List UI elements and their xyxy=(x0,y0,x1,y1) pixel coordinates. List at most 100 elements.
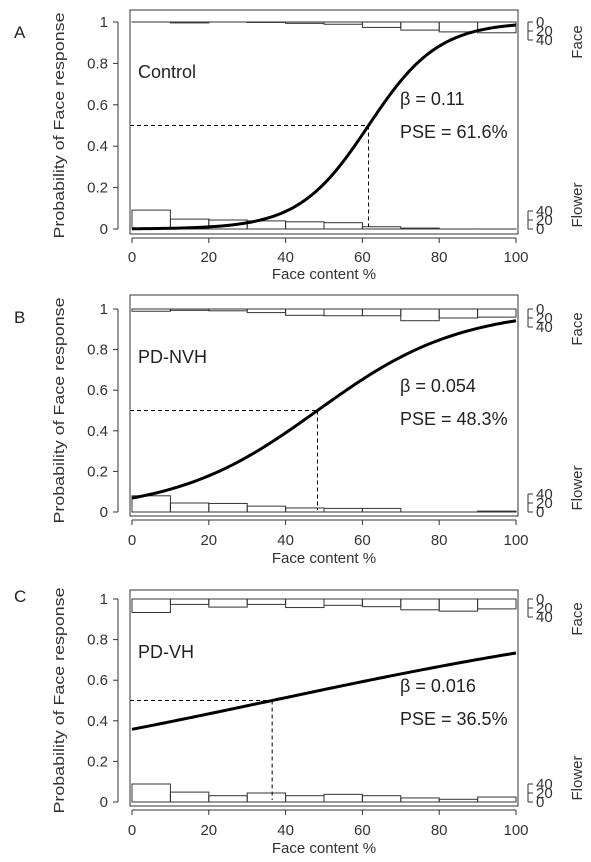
plot-frame xyxy=(129,9,519,235)
face-count-tick-label: 40 xyxy=(536,319,553,336)
flower-hist-bar xyxy=(131,209,171,230)
face-hist-bar xyxy=(208,308,248,312)
face-hist-bar xyxy=(438,21,479,33)
x-axis-label: Face content % xyxy=(272,840,376,857)
face-hist-bar xyxy=(131,308,171,312)
flower-count-tick-label: 40 xyxy=(536,203,553,220)
y-tick-label: 0.4 xyxy=(87,713,108,730)
face-count-label: Face xyxy=(569,312,586,345)
x-tick-label: 40 xyxy=(277,249,294,266)
x-tick-label: 0 xyxy=(128,822,136,839)
flower-count-tick-label: 40 xyxy=(536,776,553,793)
flower-hist-bar xyxy=(169,791,210,803)
flower-hist-bar xyxy=(208,795,248,803)
flower-count-tick-label: 20 xyxy=(536,212,553,229)
x-tick-label: 40 xyxy=(277,822,294,839)
beta-label: β = 0.11 xyxy=(400,89,465,109)
flower-hist-bar xyxy=(400,797,440,803)
face-hist-bar xyxy=(477,308,517,318)
flower-count-label: Flower xyxy=(569,182,586,227)
face-hist-bar xyxy=(477,598,517,610)
y-tick-label: 0.2 xyxy=(87,180,108,197)
face-hist-bar xyxy=(477,21,517,34)
flower-count-tick-label: 20 xyxy=(536,495,553,512)
flower-count-tick-label: 0 xyxy=(536,504,544,521)
flower-hist-bar xyxy=(246,792,287,803)
x-tick-label: 60 xyxy=(354,249,371,266)
fit-curve xyxy=(131,319,517,500)
face-hist-bar xyxy=(169,598,210,605)
x-tick-label: 80 xyxy=(431,249,448,266)
flower-count-tick-label: 40 xyxy=(536,486,553,503)
face-hist-bar xyxy=(285,308,325,316)
face-hist-bar xyxy=(361,598,402,608)
flower-hist-bar xyxy=(285,795,325,803)
flower-hist-bar xyxy=(438,798,479,803)
face-count-tick-label: 40 xyxy=(536,609,553,626)
flower-hist-bar xyxy=(361,226,402,230)
y-tick-label: 0 xyxy=(100,221,108,238)
x-tick-label: 20 xyxy=(200,532,217,549)
x-tick-label: 20 xyxy=(200,249,217,266)
y-tick-label: 1 xyxy=(100,591,108,608)
face-hist-bar xyxy=(438,308,479,319)
group-label: PD-NVH xyxy=(138,347,207,367)
x-tick-label: 60 xyxy=(354,822,371,839)
y-tick-label: 0 xyxy=(100,794,108,811)
group-label: PD-VH xyxy=(138,642,194,662)
pse-label: PSE = 36.5% xyxy=(400,709,508,729)
pse-label: PSE = 48.3% xyxy=(400,409,508,429)
flower-hist-bar xyxy=(131,783,171,803)
x-tick-label: 0 xyxy=(128,249,136,266)
beta-label: β = 0.016 xyxy=(400,676,476,696)
face-hist-bar xyxy=(246,598,287,605)
face-count-label: Face xyxy=(569,25,586,58)
face-hist-bar xyxy=(323,308,363,317)
flower-hist-bar xyxy=(169,502,210,513)
fit-curve xyxy=(131,651,517,731)
face-hist-bar xyxy=(285,598,325,609)
flower-count-tick-label: 0 xyxy=(536,221,544,238)
face-hist-bar xyxy=(323,21,363,25)
flower-count-tick-label: 0 xyxy=(536,794,544,811)
flower-hist-bar xyxy=(208,502,248,513)
face-hist-bar xyxy=(169,21,210,24)
x-tick-label: 100 xyxy=(503,822,528,839)
face-hist-bar xyxy=(323,598,363,606)
flower-count-tick-label: 20 xyxy=(536,785,553,802)
fit-curve xyxy=(131,23,517,231)
plot-frame xyxy=(129,294,519,517)
flower-hist-bar xyxy=(477,796,517,803)
face-hist-bar xyxy=(361,21,402,28)
x-tick-label: 40 xyxy=(277,532,294,549)
face-hist-bar xyxy=(400,21,440,31)
y-tick-label: 0.4 xyxy=(87,423,108,440)
flower-hist-bar xyxy=(285,221,325,230)
x-tick-label: 80 xyxy=(431,822,448,839)
x-axis-label: Face content % xyxy=(272,550,376,567)
face-count-tick-label: 20 xyxy=(536,310,553,327)
flower-count-label: Flower xyxy=(569,755,586,800)
y-tick-label: 0 xyxy=(100,504,108,521)
x-tick-label: 100 xyxy=(503,249,528,266)
y-tick-label: 0.8 xyxy=(87,632,108,649)
panel-label: B xyxy=(14,308,25,327)
face-count-tick-label: 0 xyxy=(536,301,544,318)
x-tick-label: 100 xyxy=(503,532,528,549)
y-tick-label: 0.6 xyxy=(87,382,108,399)
plot-frame xyxy=(129,589,519,807)
y-tick-label: 0.8 xyxy=(87,342,108,359)
x-axis-label: Face content % xyxy=(272,266,376,283)
panel-label: C xyxy=(14,587,26,606)
flower-hist-bar xyxy=(323,793,363,803)
flower-hist-bar xyxy=(400,227,440,230)
y-tick-label: 0.6 xyxy=(87,97,108,114)
y-tick-label: 0.4 xyxy=(87,138,108,155)
beta-label: β = 0.054 xyxy=(400,376,476,396)
face-count-tick-label: 0 xyxy=(536,591,544,608)
x-tick-label: 20 xyxy=(200,822,217,839)
face-count-tick-label: 20 xyxy=(536,600,553,617)
